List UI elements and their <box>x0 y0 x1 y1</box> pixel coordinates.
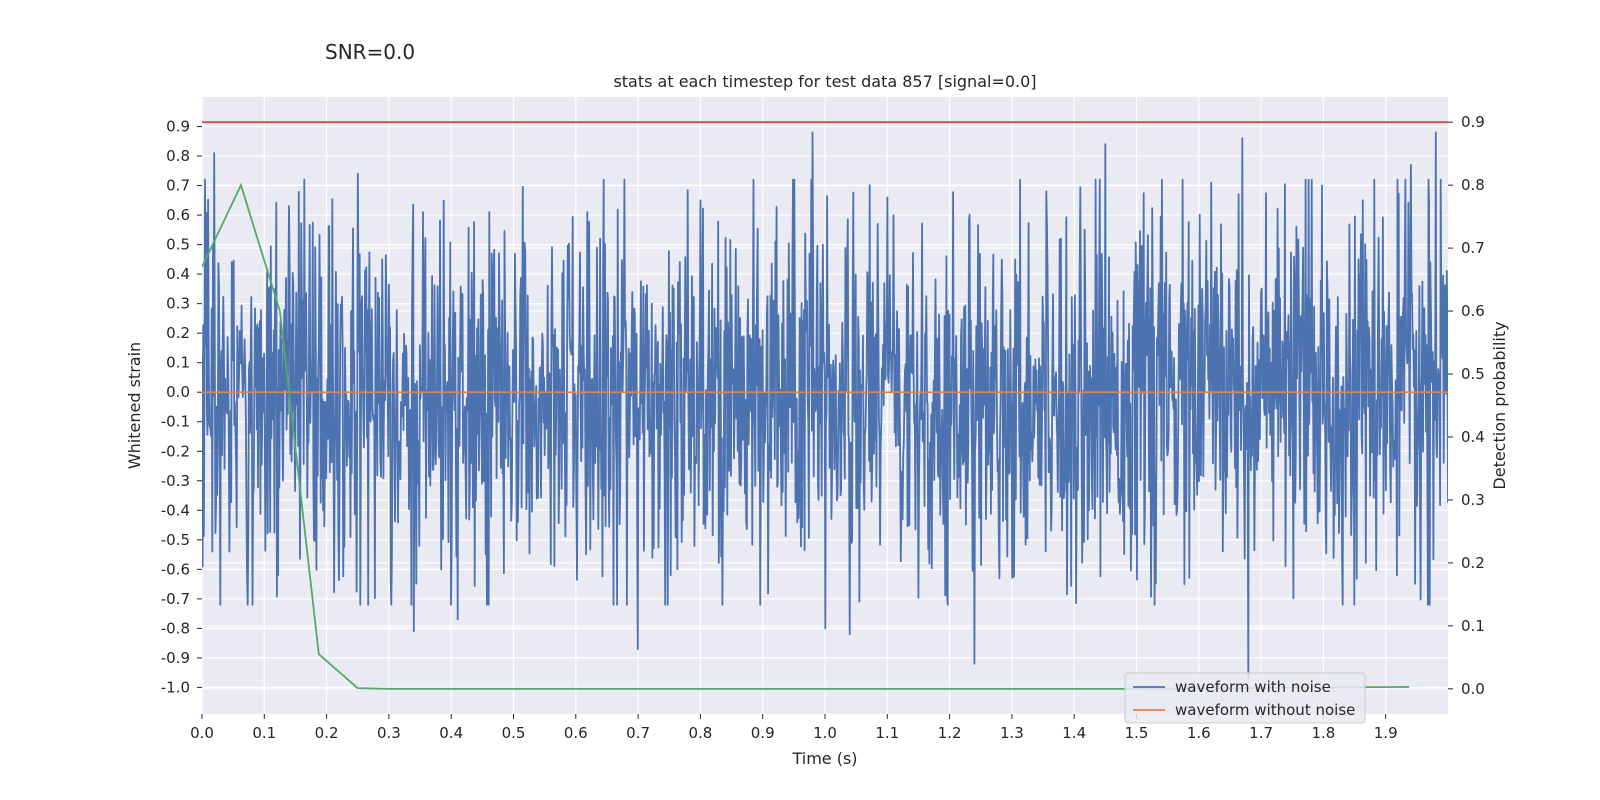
y2-tick-label: 0.4 <box>1461 428 1485 446</box>
x-tick-label: 1.3 <box>1000 724 1024 742</box>
x-tick-label: 0.4 <box>439 724 463 742</box>
y-tick-label: -0.1 <box>161 413 190 431</box>
x-tick-label: 0.3 <box>377 724 401 742</box>
y-tick-label: 0.2 <box>166 324 190 342</box>
x-tick-label: 1.2 <box>938 724 962 742</box>
x-tick-label: 1.9 <box>1374 724 1398 742</box>
y-tick-label: 0.7 <box>166 177 190 195</box>
x-tick-label: 0.8 <box>688 724 712 742</box>
series-detection-probability <box>202 182 1410 690</box>
x-tick-label: 1.5 <box>1125 724 1149 742</box>
x-tick-label: 0.9 <box>751 724 775 742</box>
x-tick-label: 1.1 <box>875 724 899 742</box>
y2-tick-label: 0.9 <box>1461 113 1485 131</box>
x-tick-label: 1.6 <box>1187 724 1211 742</box>
legend-box <box>1124 672 1366 724</box>
figure-suptitle: SNR=0.0 <box>325 40 416 64</box>
x-tick-label: 1.0 <box>813 724 837 742</box>
y-tick-label: 0.1 <box>166 354 190 372</box>
y2-axis-label: Detection probability <box>1490 321 1509 489</box>
y-tick-label: 0.6 <box>166 206 190 224</box>
y-tick-label: -0.8 <box>161 619 190 637</box>
y-tick-label: 0.3 <box>166 295 190 313</box>
y-tick-label: -0.6 <box>161 560 190 578</box>
x-tick-label: 0.0 <box>190 724 214 742</box>
legend-label: waveform without noise <box>1175 701 1355 719</box>
chart-title: stats at each timestep for test data 857… <box>613 72 1036 91</box>
y2-tick-label: 0.7 <box>1461 239 1485 257</box>
x-axis-label: Time (s) <box>791 749 857 768</box>
y-tick-label: -0.7 <box>161 590 190 608</box>
y-axis-label: Whitened strain <box>125 342 144 469</box>
y-tick-label: -0.2 <box>161 442 190 460</box>
x-tick-label: 0.6 <box>564 724 588 742</box>
y-tick-label: 0.8 <box>166 147 190 165</box>
y-tick-label: -0.9 <box>161 649 190 667</box>
y2-tick-label: 0.1 <box>1461 617 1485 635</box>
x-tick-label: 0.5 <box>502 724 526 742</box>
y-tick-label: -1.0 <box>161 678 190 696</box>
series-waveform-with-noise <box>202 131 1448 680</box>
x-tick-label: 1.7 <box>1249 724 1273 742</box>
series-group <box>202 121 1448 690</box>
x-tick-label: 0.1 <box>252 724 276 742</box>
y2-tick-label: 0.0 <box>1461 680 1485 698</box>
y-tick-label: -0.4 <box>161 501 190 519</box>
x-tick-label: 1.8 <box>1311 724 1335 742</box>
y2-tick-label: 0.8 <box>1461 176 1485 194</box>
y-tick-label: -0.5 <box>161 531 190 549</box>
x-tick-label: 0.2 <box>315 724 339 742</box>
y-tick-label: 0.9 <box>166 118 190 136</box>
legend-label: waveform with noise <box>1175 678 1331 696</box>
y2-tick-label: 0.3 <box>1461 491 1485 509</box>
x-tick-label: 0.7 <box>626 724 650 742</box>
y-tick-label: 0.5 <box>166 236 190 254</box>
x-tick-label: 1.4 <box>1062 724 1086 742</box>
y-tick-label: 0.4 <box>166 265 190 283</box>
y2-tick-label: 0.2 <box>1461 554 1485 572</box>
y2-tick-label: 0.6 <box>1461 302 1485 320</box>
y-tick-label: -0.3 <box>161 472 190 490</box>
y-tick-label: 0.0 <box>166 383 190 401</box>
y2-tick-label: 0.5 <box>1461 365 1485 383</box>
